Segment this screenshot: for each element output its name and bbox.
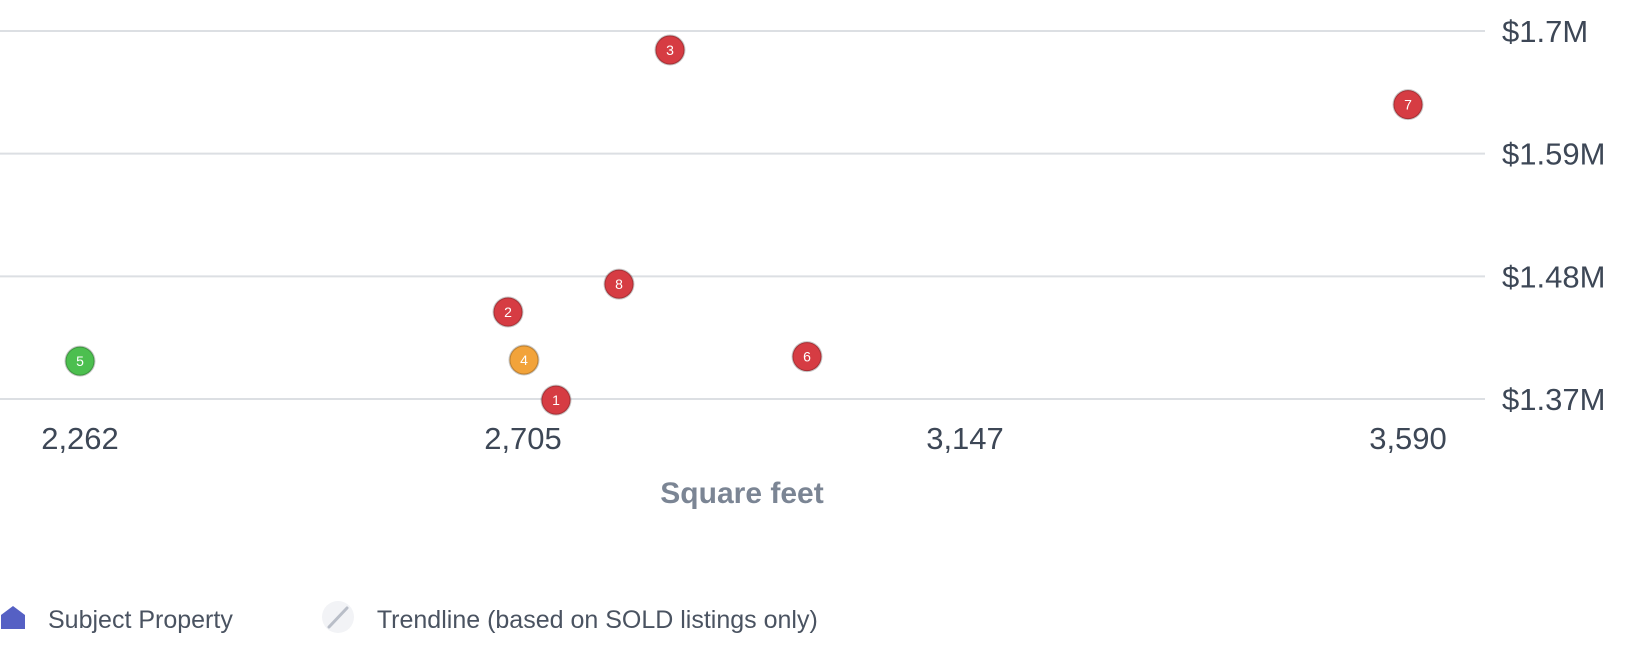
x-tick-label: 2,262: [41, 421, 119, 456]
data-point-marker: [492, 296, 524, 328]
data-point-marker: [603, 268, 635, 300]
legend-item-trendline[interactable]: Trendline (based on SOLD listings only): [321, 600, 818, 641]
legend-item-subject-property[interactable]: Subject Property: [0, 604, 233, 637]
scatter-chart: $1.37M $1.48M $1.59M $1.7M 2,262 2,705 3,147 3…: [0, 14, 1605, 510]
data-point[interactable]: 6: [791, 341, 823, 373]
data-point-marker: [791, 341, 823, 373]
data-point-label: 8: [615, 276, 623, 292]
data-point-marker: [64, 345, 96, 377]
legend-label-subject-property: Subject Property: [48, 605, 233, 634]
legend-label-trendline: Trendline (based on SOLD listings only): [376, 605, 818, 634]
data-point-marker: [1392, 89, 1424, 121]
house-icon: [0, 604, 26, 637]
y-tick-label: $1.48M: [1502, 259, 1605, 294]
y-tick-label: $1.37M: [1502, 382, 1605, 417]
data-point-marker: [654, 34, 686, 66]
x-tick-label: 3,147: [926, 421, 1004, 456]
data-point[interactable]: 5: [64, 345, 96, 377]
data-point-label: 5: [76, 353, 84, 369]
gridlines: [0, 30, 1485, 400]
data-point[interactable]: 2: [492, 296, 524, 328]
data-point-marker: [508, 344, 540, 376]
data-point-label: 4: [520, 352, 528, 368]
data-point[interactable]: 1: [540, 384, 572, 416]
data-point-label: 7: [1404, 97, 1412, 113]
data-point-label: 3: [666, 42, 674, 58]
x-axis-label: Square feet: [660, 477, 823, 510]
legend: Subject Property Trendline (based on SOL…: [0, 600, 906, 640]
data-point[interactable]: 7: [1392, 89, 1424, 121]
x-tick-label: 3,590: [1369, 421, 1447, 456]
y-axis-ticks: $1.37M $1.48M $1.59M $1.7M: [1502, 14, 1605, 417]
x-axis-ticks: 2,262 2,705 3,147 3,590: [41, 421, 1447, 456]
data-point[interactable]: 3: [654, 34, 686, 66]
y-tick-label: $1.59M: [1502, 137, 1605, 172]
data-point-label: 6: [803, 349, 811, 365]
y-tick-label: $1.7M: [1502, 14, 1588, 49]
trendline-icon: [321, 600, 355, 641]
data-point-label: 2: [504, 304, 512, 320]
data-point-marker: [540, 384, 572, 416]
data-point-label: 1: [552, 392, 560, 408]
data-point[interactable]: 8: [603, 268, 635, 300]
data-points: 1 2 3 4 5 6 7 8: [64, 34, 1424, 416]
x-tick-label: 2,705: [484, 421, 562, 456]
data-point[interactable]: 4: [508, 344, 540, 376]
